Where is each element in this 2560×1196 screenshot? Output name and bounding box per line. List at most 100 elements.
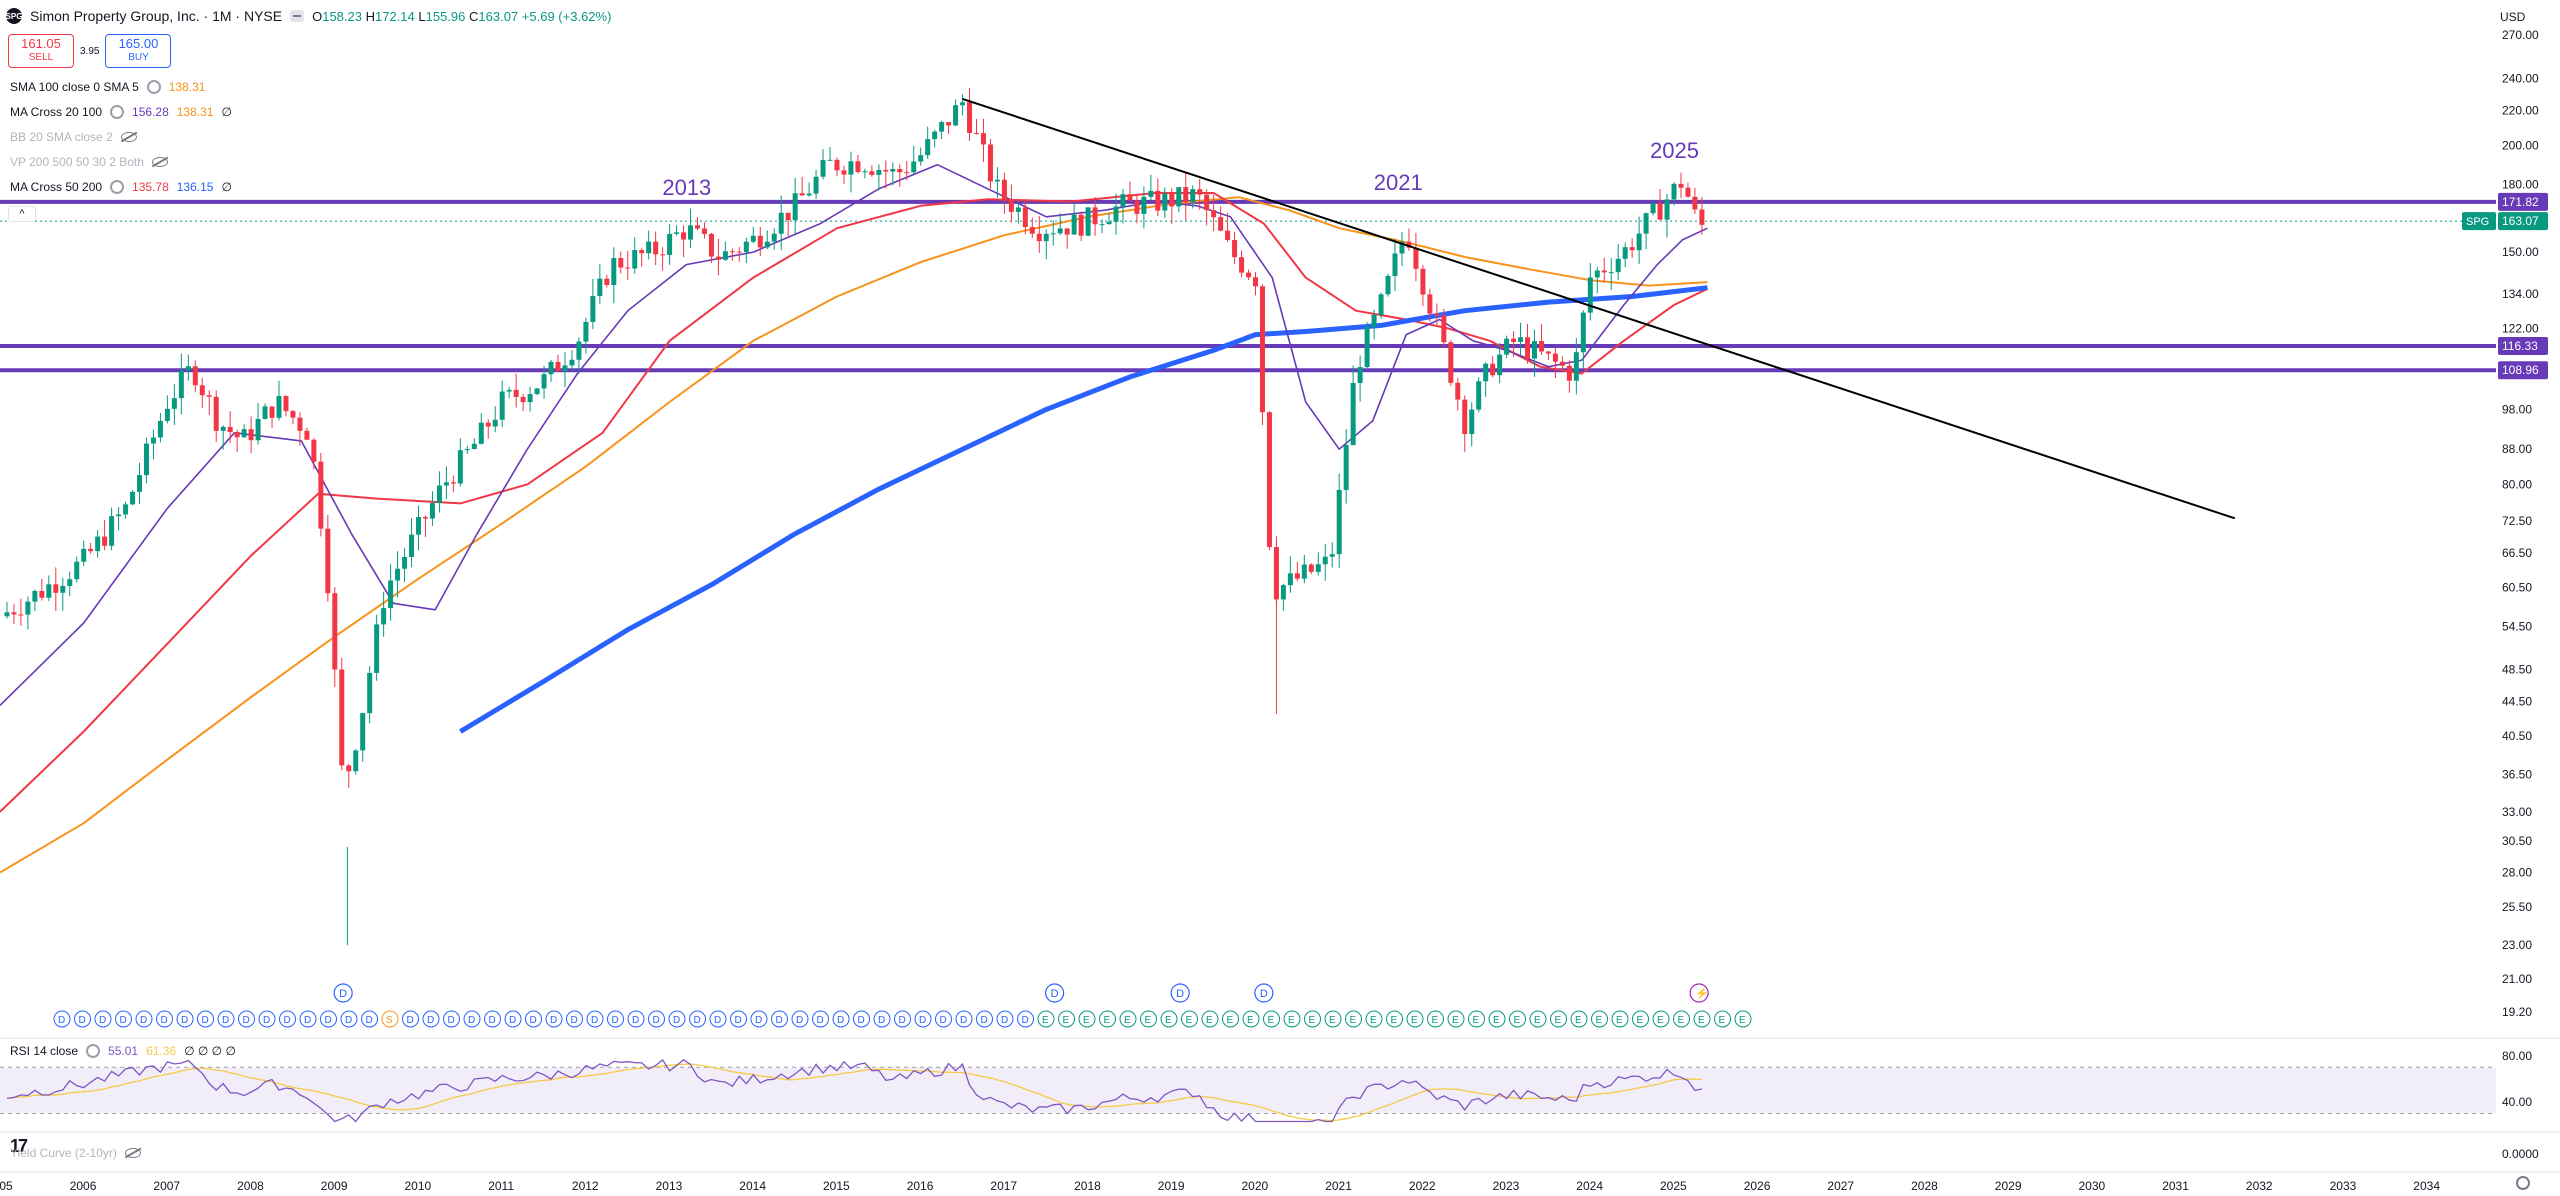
- event-marker-text: E: [1063, 1015, 1070, 1026]
- candle-body: [1078, 214, 1084, 236]
- candle-body: [918, 155, 924, 162]
- candle-body: [534, 388, 540, 395]
- event-marker: [586, 1010, 604, 1028]
- legend-rsi[interactable]: RSI 14 close 55.01 61.36 ∅ ∅ ∅ ∅: [10, 1044, 236, 1058]
- candle-body: [1587, 277, 1593, 313]
- rsi-axis-label: 40.00: [2502, 1095, 2532, 1109]
- event-marker-text: D: [79, 1015, 86, 1026]
- legend-vp[interactable]: VP 200 500 50 30 2 Both: [10, 155, 168, 169]
- candle-body: [1301, 564, 1307, 579]
- legend-yield-curve[interactable]: Yield Curve (2-10yr): [10, 1146, 141, 1160]
- candle-body: [932, 131, 938, 140]
- event-marker-text: E: [1596, 1015, 1603, 1026]
- rsi-line: [6, 1058, 1703, 1123]
- price-badge: [2498, 337, 2548, 356]
- price-tick-label: 33.00: [2502, 805, 2532, 819]
- event-marker-text: D: [345, 1015, 352, 1026]
- candle-body: [639, 250, 645, 254]
- candle-body: [674, 232, 680, 234]
- event-top-marker: [333, 983, 353, 1003]
- event-marker: [1345, 1010, 1362, 1028]
- candle-body: [220, 426, 226, 431]
- event-marker-text: D: [304, 1015, 311, 1026]
- candle-body: [464, 449, 470, 451]
- price-tick-label: 66.50: [2502, 546, 2532, 560]
- candle-body: [485, 422, 491, 427]
- event-marker-text: D: [181, 1015, 188, 1026]
- candle-body: [527, 394, 533, 403]
- ma200-line: [459, 285, 1708, 734]
- buy-button[interactable]: 165.00 BUY: [105, 34, 172, 68]
- candle-body: [1545, 351, 1551, 354]
- event-marker: [545, 1010, 563, 1028]
- event-marker: [668, 1010, 686, 1028]
- price-tick-label: 48.50: [2502, 662, 2532, 676]
- sell-button[interactable]: 161.05 SELL: [8, 34, 74, 68]
- collapse-legend-button[interactable]: ^: [8, 206, 36, 222]
- event-marker-text: E: [1309, 1015, 1316, 1026]
- candle-body: [653, 241, 659, 255]
- event-marker: [1468, 1010, 1485, 1028]
- legend-bb-20[interactable]: BB 20 SMA close 2: [10, 130, 137, 144]
- legend-value: 156.28: [132, 105, 169, 119]
- event-marker: [1304, 1010, 1321, 1028]
- time-tick-label: 2016: [907, 1179, 934, 1193]
- currency-label[interactable]: USD: [2500, 10, 2526, 24]
- time-tick-label: 2012: [572, 1179, 599, 1193]
- hidden-eye-icon[interactable]: [124, 1148, 141, 1158]
- year-annotation: 2025: [1650, 138, 1699, 163]
- event-marker-text: E: [1042, 1015, 1049, 1026]
- event-marker: [1509, 1010, 1526, 1028]
- event-marker: [1447, 1010, 1465, 1028]
- sell-label: SELL: [28, 52, 54, 63]
- price-tick-label: 80.00: [2502, 477, 2532, 491]
- candle-body: [736, 251, 742, 253]
- event-marker-text: E: [1288, 1015, 1295, 1026]
- time-tick-label: 2019: [1158, 1179, 1185, 1193]
- candle-body: [1155, 190, 1161, 211]
- tradingview-logo-icon[interactable]: 17: [10, 1136, 28, 1156]
- settings-icon[interactable]: [110, 105, 125, 119]
- event-marker-text: D: [284, 1015, 291, 1026]
- symbol-title[interactable]: Simon Property Group, Inc. · 1M · NYSE: [30, 8, 283, 24]
- candle-body: [416, 517, 421, 535]
- time-tick-label: 2022: [1409, 1179, 1436, 1193]
- ohlc-high-label: H: [365, 8, 375, 24]
- event-marker-text: D: [571, 1015, 578, 1026]
- event-marker: [1263, 1010, 1280, 1028]
- chart-settings-icon[interactable]: [2516, 1176, 2530, 1190]
- rsi-extras: ∅ ∅ ∅ ∅: [184, 1044, 236, 1058]
- settings-icon[interactable]: [146, 80, 161, 94]
- candle-body: [1085, 207, 1091, 236]
- settings-icon[interactable]: [86, 1044, 101, 1058]
- event-marker-text: E: [1678, 1015, 1685, 1026]
- event-marker: [299, 1010, 317, 1028]
- candle-body: [276, 396, 282, 418]
- legend-ma-cross-20-100[interactable]: MA Cross 20 100 156.28 138.31 ∅: [10, 105, 232, 119]
- rsi-ma-value: 61.36: [146, 1044, 177, 1058]
- legend-ma-cross-50-200[interactable]: MA Cross 50 200 135.78 136.15 ∅: [10, 180, 232, 194]
- time-tick-label: 2027: [1827, 1179, 1854, 1193]
- hidden-eye-icon[interactable]: [120, 132, 137, 142]
- price-badge: [2498, 361, 2548, 380]
- candle-body: [1092, 207, 1098, 225]
- candle-body: [1566, 365, 1572, 381]
- event-marker-text: D: [981, 1015, 988, 1026]
- price-tick-label: 88.00: [2502, 442, 2532, 456]
- event-marker: [853, 1010, 870, 1028]
- legend-sma-100[interactable]: SMA 100 close 0 SMA 5 138.31: [10, 80, 205, 94]
- collapse-icon[interactable]: [290, 10, 305, 22]
- event-marker-text: D: [407, 1015, 414, 1026]
- event-marker-text: D: [612, 1015, 619, 1026]
- ohlc-low: 155.96: [425, 8, 466, 24]
- time-tick-label: 2025: [1660, 1179, 1687, 1193]
- price-tick-label: 28.00: [2502, 866, 2532, 880]
- hidden-eye-icon[interactable]: [151, 157, 168, 167]
- candle-body: [1322, 556, 1328, 565]
- event-marker-text: E: [1616, 1015, 1623, 1026]
- event-marker-text: E: [1657, 1015, 1664, 1026]
- candle-body: [102, 536, 108, 546]
- settings-icon[interactable]: [110, 180, 125, 194]
